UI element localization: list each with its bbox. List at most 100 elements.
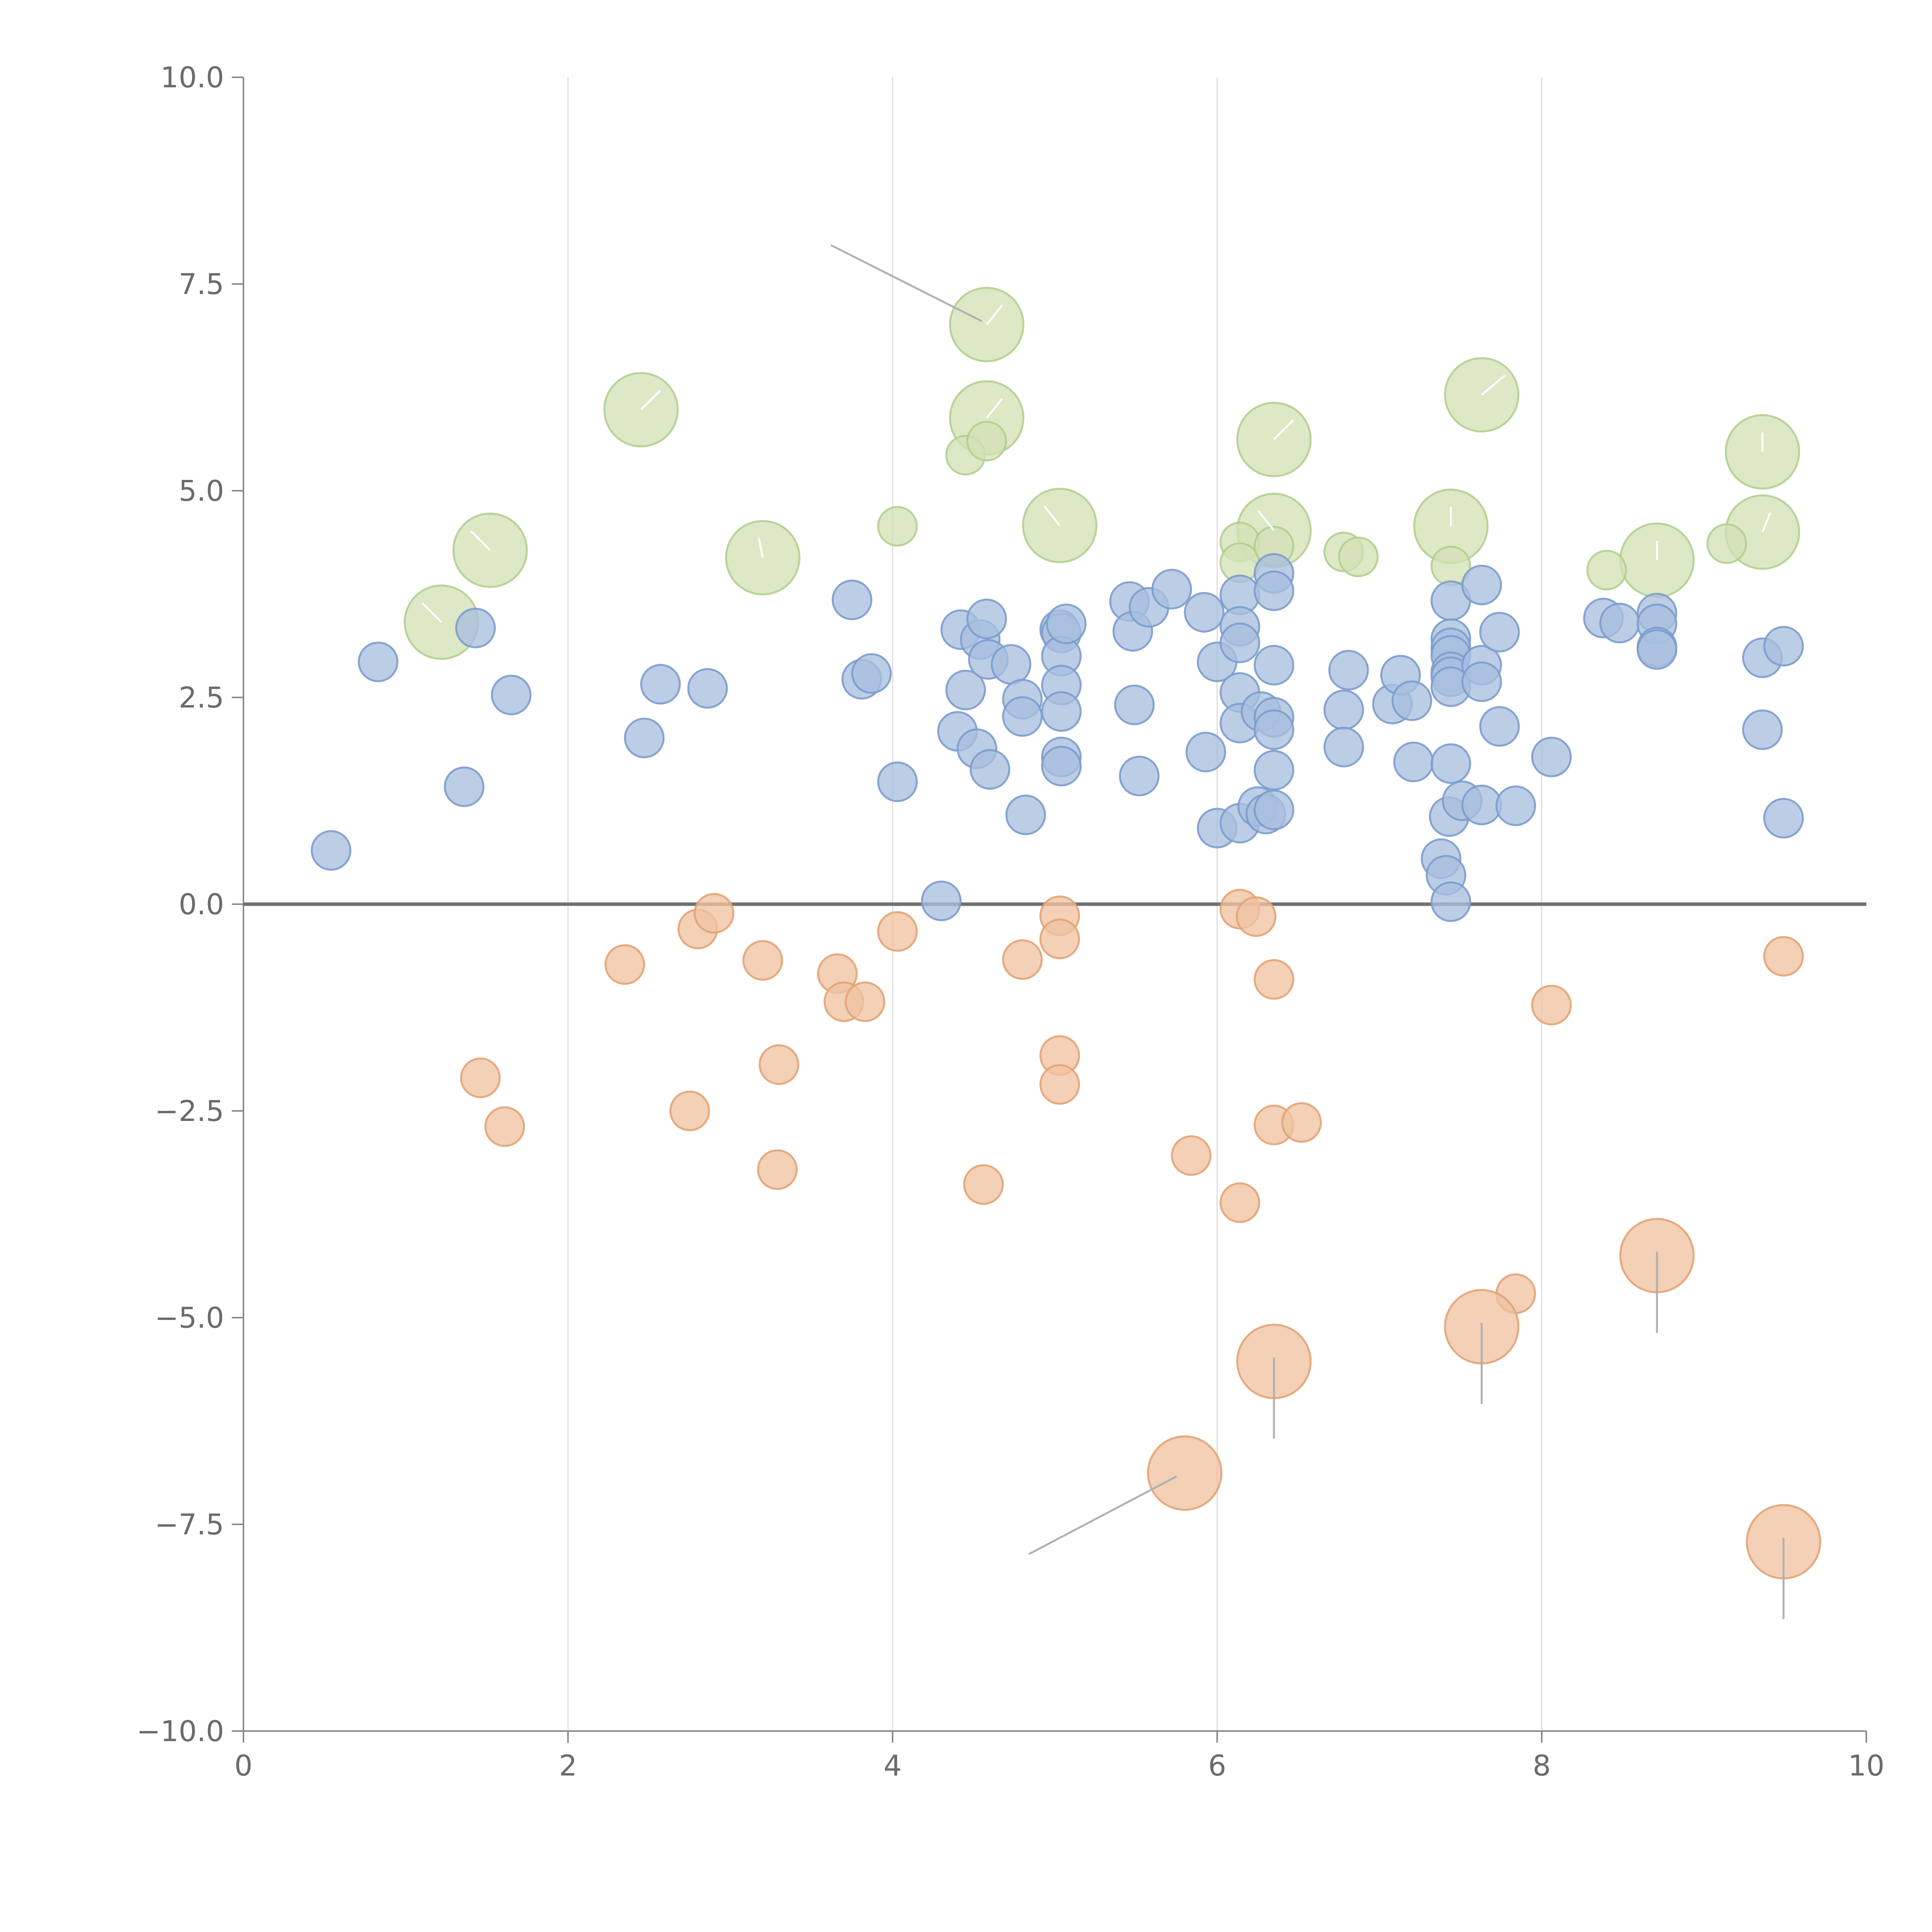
x-tick-label: 8 (1532, 1749, 1551, 1782)
green-point (1586, 549, 1627, 590)
annotation-leaders (421, 244, 1785, 1619)
y-tick-label: −7.5 (155, 1508, 224, 1541)
blue-point (358, 641, 399, 682)
green-point (877, 506, 918, 547)
x-tick-label: 0 (234, 1749, 252, 1782)
orange-point (1039, 1064, 1080, 1105)
orange-point (757, 1149, 798, 1190)
blue-point (1323, 689, 1364, 730)
blue-point (1599, 602, 1640, 643)
x-tick-label: 2 (559, 1749, 577, 1782)
orange-point (1236, 896, 1277, 937)
orange-point (694, 893, 735, 934)
bubble-leader (1043, 505, 1061, 526)
blue-point (1253, 570, 1294, 611)
blue-point (624, 718, 665, 759)
blue-point (1479, 706, 1520, 747)
blue-point (1531, 736, 1572, 777)
blue-point (1041, 746, 1082, 787)
orange-point (1763, 936, 1804, 977)
blue-point (1479, 612, 1520, 653)
blue-point (1636, 629, 1677, 670)
blue-point (945, 670, 986, 711)
blue-point (832, 579, 872, 620)
bubble-leader (640, 389, 661, 411)
orange-point (484, 1106, 525, 1147)
y-tick-label: 10.0 (160, 61, 224, 94)
orange-large-point (1147, 1435, 1223, 1511)
blue-point (1328, 650, 1369, 690)
blue-point (1763, 626, 1804, 667)
blue-point (966, 599, 1007, 639)
tick-labels: −10.0 −7.5 −5.0 −2.5 0.0 2.5 5.0 7.5 10.0 0 2 4 6 8 10 (136, 61, 1884, 1782)
blue-point (1742, 709, 1783, 750)
blue-point (491, 675, 532, 716)
blue-point (1461, 784, 1502, 825)
green-point (966, 421, 1007, 462)
bubble-leader (1258, 510, 1275, 531)
blue-point (921, 880, 962, 921)
blue-point (1495, 785, 1536, 826)
blue-point (1005, 794, 1046, 835)
x-tick-label: 6 (1208, 1749, 1226, 1782)
blue-point (877, 761, 918, 802)
bubble-leader (1481, 374, 1506, 396)
bubble-leader (986, 398, 1003, 419)
bubble-leader (986, 304, 1003, 325)
blue-point (1323, 726, 1364, 767)
x-tick-label: 4 (883, 1749, 901, 1782)
blue-point (1391, 680, 1432, 721)
bubble-leader (1273, 419, 1294, 440)
orange-point (1039, 918, 1080, 959)
green-point (1338, 536, 1379, 577)
blue-point (851, 653, 892, 694)
blue-point (1393, 742, 1434, 782)
blue-point (1046, 604, 1087, 645)
orange-point (877, 911, 918, 952)
blue-point (1119, 755, 1160, 796)
y-tick-label: 0.0 (179, 888, 224, 921)
y-tick-label: 5.0 (179, 474, 224, 508)
blue-point (1430, 743, 1471, 784)
blue-point (1461, 565, 1502, 605)
blue-point (1114, 684, 1155, 725)
annotation-leader (830, 244, 983, 322)
bubble-leader (470, 530, 491, 551)
blue-point (640, 664, 681, 705)
blue-point (1253, 750, 1294, 791)
blue-point (1184, 592, 1225, 633)
blue-point (687, 668, 728, 709)
blue-point (1041, 691, 1082, 732)
x-tick-label: 10 (1848, 1749, 1884, 1782)
orange-point (604, 944, 645, 985)
orange-point (759, 1044, 799, 1085)
bubble-leader (758, 538, 764, 558)
orange-point (845, 981, 886, 1022)
orange-point (1219, 1182, 1260, 1223)
blue-point (969, 749, 1010, 790)
data-points (311, 287, 1821, 1580)
blue-point (1185, 731, 1226, 772)
blue-point (311, 830, 352, 871)
y-tick-label: 7.5 (179, 268, 224, 301)
blue-point (1253, 709, 1294, 750)
y-tick-label: −10.0 (136, 1715, 224, 1748)
orange-point (1002, 939, 1043, 980)
orange-point (1281, 1102, 1322, 1143)
annotation-leader (1028, 1475, 1177, 1555)
blue-point (1253, 789, 1294, 830)
blue-point (1461, 661, 1502, 702)
blue-point (455, 607, 496, 648)
orange-point (742, 940, 783, 981)
y-tick-label: −5.0 (155, 1301, 224, 1335)
orange-point (1253, 959, 1294, 1000)
blue-point (1151, 569, 1192, 610)
orange-point (1171, 1135, 1212, 1176)
orange-point (460, 1057, 501, 1098)
y-tick-label: −2.5 (155, 1095, 224, 1128)
y-tick-label: 2.5 (179, 681, 224, 714)
blue-point (1430, 881, 1471, 922)
orange-point (669, 1090, 710, 1131)
orange-point (963, 1164, 1004, 1205)
